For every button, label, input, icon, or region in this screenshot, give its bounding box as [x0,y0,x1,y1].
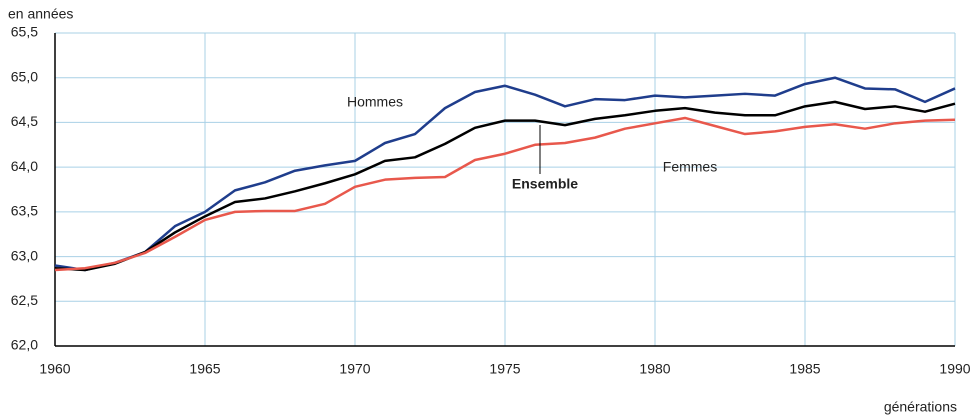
y-tick-label: 63,0 [11,247,38,263]
x-tick-label: 1965 [189,361,220,377]
x-tick-label: 1990 [939,361,970,377]
x-tick-label: 1975 [489,361,520,377]
series-label: Ensemble [512,176,578,192]
series-line [54,100,956,272]
y-tick-label: 65,5 [11,24,38,40]
y-tick-label: 64,0 [11,158,38,174]
x-axis-label: générations [884,399,957,415]
series-line [54,76,956,272]
x-tick-label: 1980 [639,361,670,377]
y-tick-label: 64,5 [11,113,38,129]
x-tick-label: 1985 [789,361,820,377]
y-tick-label: 62,0 [11,337,38,353]
series-label: Hommes [347,94,403,110]
y-axis-label: en années [8,6,73,22]
y-tick-label: 63,5 [11,203,38,219]
series-label: Femmes [663,159,717,175]
y-tick-label: 65,0 [11,68,38,84]
x-tick-label: 1960 [39,361,70,377]
y-tick-label: 62,5 [11,292,38,308]
series-line [54,116,956,272]
x-tick-label: 1970 [339,361,370,377]
